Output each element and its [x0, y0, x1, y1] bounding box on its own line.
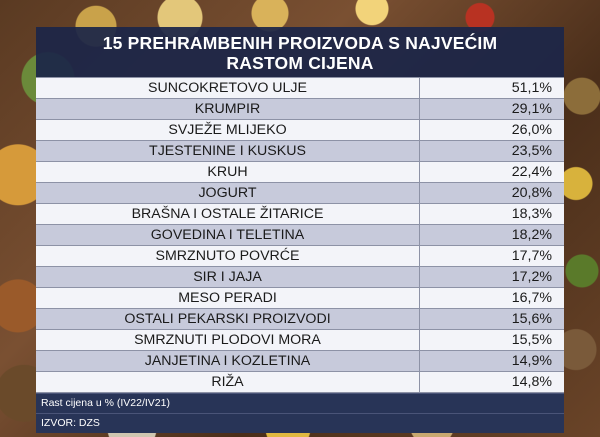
chart-title: 15 PREHRAMBENIH PROIZVODA S NAJVEĆIM RAS… — [36, 27, 564, 77]
data-table: SUNCOKRETOVO ULJE 51,1% KRUMPIR 29,1% SVJEŽE… — [36, 77, 564, 393]
row-label: SVJEŽE MLIJEKO — [36, 120, 420, 141]
row-value: 15,6% — [420, 309, 564, 330]
row-value: 51,1% — [420, 77, 564, 99]
row-value: 22,4% — [420, 162, 564, 183]
table-row: SVJEŽE MLIJEKO 26,0% — [36, 120, 564, 141]
table-row: GOVEDINA I TELETINA 18,2% — [36, 225, 564, 246]
row-label: GOVEDINA I TELETINA — [36, 225, 420, 246]
table-row: SMRZNUTO POVRĆE 17,7% — [36, 246, 564, 267]
row-value: 23,5% — [420, 141, 564, 162]
table-row: BRAŠNA I OSTALE ŽITARICE 18,3% — [36, 204, 564, 225]
row-label: RIŽA — [36, 372, 420, 393]
row-value: 14,9% — [420, 351, 564, 372]
table-row: OSTALI PEKARSKI PROIZVODI 15,6% — [36, 309, 564, 330]
table-row: JANJETINA I KOZLETINA 14,9% — [36, 351, 564, 372]
row-label: TJESTENINE I KUSKUS — [36, 141, 420, 162]
row-label: SUNCOKRETOVO ULJE — [36, 77, 420, 99]
table-row: KRUH 22,4% — [36, 162, 564, 183]
row-value: 16,7% — [420, 288, 564, 309]
table-row: JOGURT 20,8% — [36, 183, 564, 204]
table-row: KRUMPIR 29,1% — [36, 99, 564, 120]
row-label: JANJETINA I KOZLETINA — [36, 351, 420, 372]
note: Rast cijena u % (IV22/IV21) — [36, 393, 564, 413]
row-value: 14,8% — [420, 372, 564, 393]
row-label: MESO PERADI — [36, 288, 420, 309]
source: IZVOR: DZS — [36, 413, 564, 433]
table-row: MESO PERADI 16,7% — [36, 288, 564, 309]
row-value: 17,2% — [420, 267, 564, 288]
row-value: 15,5% — [420, 330, 564, 351]
row-value: 20,8% — [420, 183, 564, 204]
row-value: 17,7% — [420, 246, 564, 267]
row-label: SMRZNUTO POVRĆE — [36, 246, 420, 267]
chart-title-line-2: RASTOM CIJENA — [226, 53, 374, 73]
chart-title-line-1: 15 PREHRAMBENIH PROIZVODA S NAJVEĆIM — [102, 33, 498, 53]
table-row: SUNCOKRETOVO ULJE 51,1% — [36, 77, 564, 99]
row-label: OSTALI PEKARSKI PROIZVODI — [36, 309, 420, 330]
chart-panel: 15 PREHRAMBENIH PROIZVODA S NAJVEĆIM RAS… — [36, 27, 564, 433]
row-label: SMRZNUTI PLODOVI MORA — [36, 330, 420, 351]
row-value: 26,0% — [420, 120, 564, 141]
row-label: KRUH — [36, 162, 420, 183]
row-value: 29,1% — [420, 99, 564, 120]
table-row: SMRZNUTI PLODOVI MORA 15,5% — [36, 330, 564, 351]
row-value: 18,3% — [420, 204, 564, 225]
row-label: BRAŠNA I OSTALE ŽITARICE — [36, 204, 420, 225]
row-value: 18,2% — [420, 225, 564, 246]
row-label: SIR I JAJA — [36, 267, 420, 288]
table-row: TJESTENINE I KUSKUS 23,5% — [36, 141, 564, 162]
row-label: JOGURT — [36, 183, 420, 204]
table-row: SIR I JAJA 17,2% — [36, 267, 564, 288]
row-label: KRUMPIR — [36, 99, 420, 120]
table-row: RIŽA 14,8% — [36, 372, 564, 393]
